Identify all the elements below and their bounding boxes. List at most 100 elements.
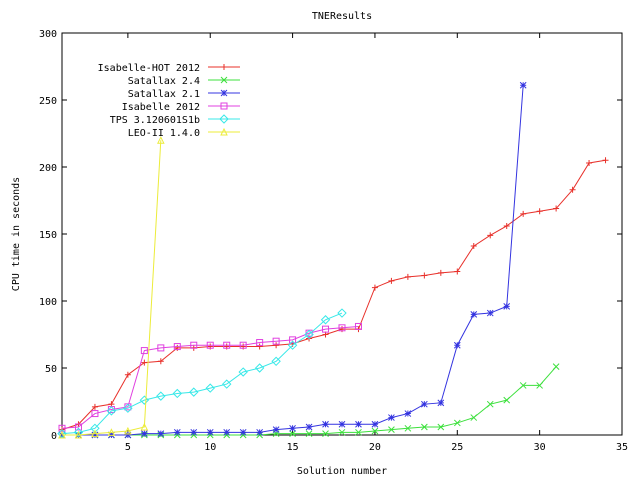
data-point-marker: [156, 391, 166, 401]
data-point-marker: [140, 347, 148, 355]
data-point-marker: [453, 419, 461, 427]
data-point-marker: [289, 336, 297, 344]
data-point-marker: [223, 341, 231, 349]
legend-label: Satallax 2.1: [128, 89, 200, 100]
y-axis-label: CPU time in seconds: [11, 177, 22, 291]
data-point-marker: [486, 400, 494, 408]
data-point-marker: [238, 367, 248, 377]
data-point-marker: [157, 430, 165, 438]
data-point-marker: [454, 268, 461, 275]
data-point-marker: [91, 403, 98, 410]
data-point-marker: [320, 315, 331, 325]
data-point-marker: [388, 426, 395, 433]
chart-title: TNEResults: [312, 11, 372, 22]
data-point-marker: [273, 342, 280, 349]
data-point-marker: [355, 428, 362, 436]
x-tick-label: 20: [369, 442, 381, 453]
series-4: [58, 322, 362, 432]
data-point-marker: [322, 420, 329, 428]
data-point-marker: [107, 428, 116, 436]
data-point-marker: [470, 243, 477, 250]
data-point-marker: [220, 76, 228, 84]
data-point-marker: [404, 410, 412, 417]
data-point-marker: [338, 428, 346, 436]
data-point-marker: [519, 382, 527, 389]
data-point-marker: [173, 428, 181, 436]
x-tick-label: 10: [204, 442, 216, 453]
data-point-marker: [289, 430, 296, 438]
series-1: [59, 157, 609, 433]
data-point-marker: [338, 324, 346, 332]
data-point-marker: [453, 341, 461, 349]
y-tick-label: 0: [51, 431, 57, 442]
data-point-marker: [190, 428, 198, 436]
data-point-marker: [221, 64, 227, 70]
series-3: [58, 81, 527, 439]
y-tick-label: 200: [39, 163, 57, 174]
data-point-marker: [256, 428, 264, 436]
data-point-marker: [272, 337, 280, 345]
data-point-marker: [124, 371, 131, 378]
data-point-marker: [304, 329, 314, 340]
data-point-marker: [388, 414, 395, 421]
data-point-marker: [437, 423, 445, 431]
data-point-marker: [139, 395, 150, 405]
data-point-marker: [157, 358, 164, 365]
data-point-marker: [337, 308, 347, 318]
data-point-marker: [404, 424, 412, 432]
data-point-marker: [206, 341, 214, 349]
data-point-marker: [172, 388, 183, 399]
data-point-marker: [189, 387, 199, 397]
data-point-marker: [106, 406, 117, 416]
data-point-marker: [58, 430, 66, 439]
data-point-marker: [256, 339, 264, 347]
series-group: [57, 81, 609, 439]
data-point-marker: [520, 210, 527, 217]
data-point-marker: [287, 340, 298, 350]
data-point-marker: [503, 222, 510, 229]
y-tick-label: 150: [39, 230, 57, 241]
data-point-marker: [354, 322, 362, 330]
data-point-marker: [157, 344, 165, 352]
legend-label: LEO-II 1.4.0: [128, 128, 200, 139]
data-point-marker: [420, 400, 428, 408]
axes: 0 50 100 150 200 250 300 5 10 15 20 25 30 35: [39, 29, 628, 453]
data-point-marker: [219, 114, 229, 124]
data-point-marker: [569, 186, 576, 193]
data-point-marker: [140, 430, 148, 438]
x-tick-label: 35: [616, 442, 628, 453]
legend: Isabelle-HOT 2012 Satallax 2.4 Satallax 2.…: [98, 63, 240, 139]
data-point-marker: [420, 423, 428, 431]
legend-label: TPS 3.120601S1b: [110, 115, 200, 126]
data-point-marker: [322, 430, 329, 438]
data-point-marker: [289, 424, 296, 432]
x-tick-label: 15: [287, 442, 299, 453]
data-point-marker: [220, 127, 228, 136]
legend-label: Satallax 2.4: [128, 76, 200, 87]
data-point-marker: [74, 423, 82, 431]
data-point-marker: [355, 420, 362, 428]
data-point-marker: [73, 427, 84, 438]
series-6: [58, 136, 165, 439]
data-point-marker: [470, 414, 478, 421]
data-point-marker: [388, 277, 395, 284]
data-point-marker: [519, 81, 527, 89]
data-point-marker: [437, 399, 445, 407]
data-point-marker: [503, 303, 511, 310]
series-line: [61, 312, 343, 435]
data-point-marker: [371, 284, 378, 291]
data-point-marker: [90, 423, 100, 434]
data-point-marker: [173, 343, 181, 351]
data-point-marker: [221, 379, 232, 389]
data-point-marker: [271, 356, 281, 367]
series-5: [57, 308, 347, 439]
y-tick-label: 50: [45, 364, 57, 375]
data-point-marker: [91, 410, 99, 418]
data-point-marker: [256, 343, 263, 350]
data-point-marker: [322, 325, 330, 333]
data-point-marker: [223, 428, 231, 436]
data-point-marker: [305, 430, 313, 438]
data-point-marker: [141, 359, 148, 366]
data-point-marker: [553, 205, 560, 212]
data-point-marker: [239, 341, 247, 349]
